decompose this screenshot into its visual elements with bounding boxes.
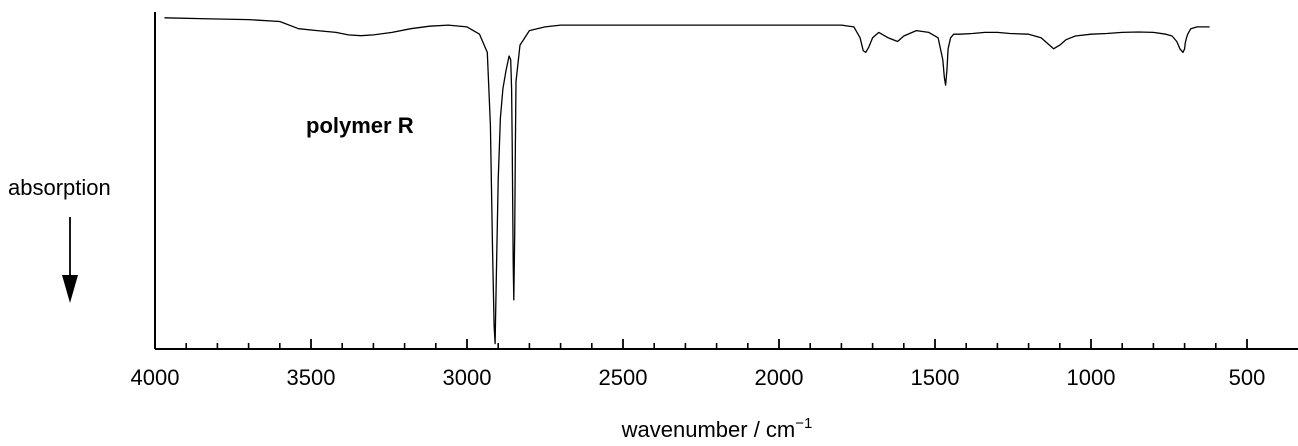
x-tick-label: 1000 (1067, 365, 1116, 390)
series-group (164, 17, 1210, 345)
x-tick-label: 2000 (755, 365, 804, 390)
absorption-arrow-icon (62, 217, 78, 303)
x-axis-title: wavenumber / cm−1 (621, 415, 813, 442)
spectrum-line (164, 17, 1210, 345)
x-tick-label: 2500 (599, 365, 648, 390)
x-tick-label: 1500 (911, 365, 960, 390)
x-tick-label: 4000 (131, 365, 180, 390)
x-tick-label: 3500 (287, 365, 336, 390)
x-ticks (154, 339, 1248, 349)
x-tick-labels: 4000 3500 3000 2500 2000 1500 1000 500 (131, 365, 1266, 390)
annotation-polymer-label: polymer R (306, 113, 414, 138)
x-tick-label: 500 (1229, 365, 1266, 390)
y-axis-title: absorption (8, 175, 111, 200)
x-tick-label: 3000 (443, 365, 492, 390)
axes (154, 12, 1298, 350)
